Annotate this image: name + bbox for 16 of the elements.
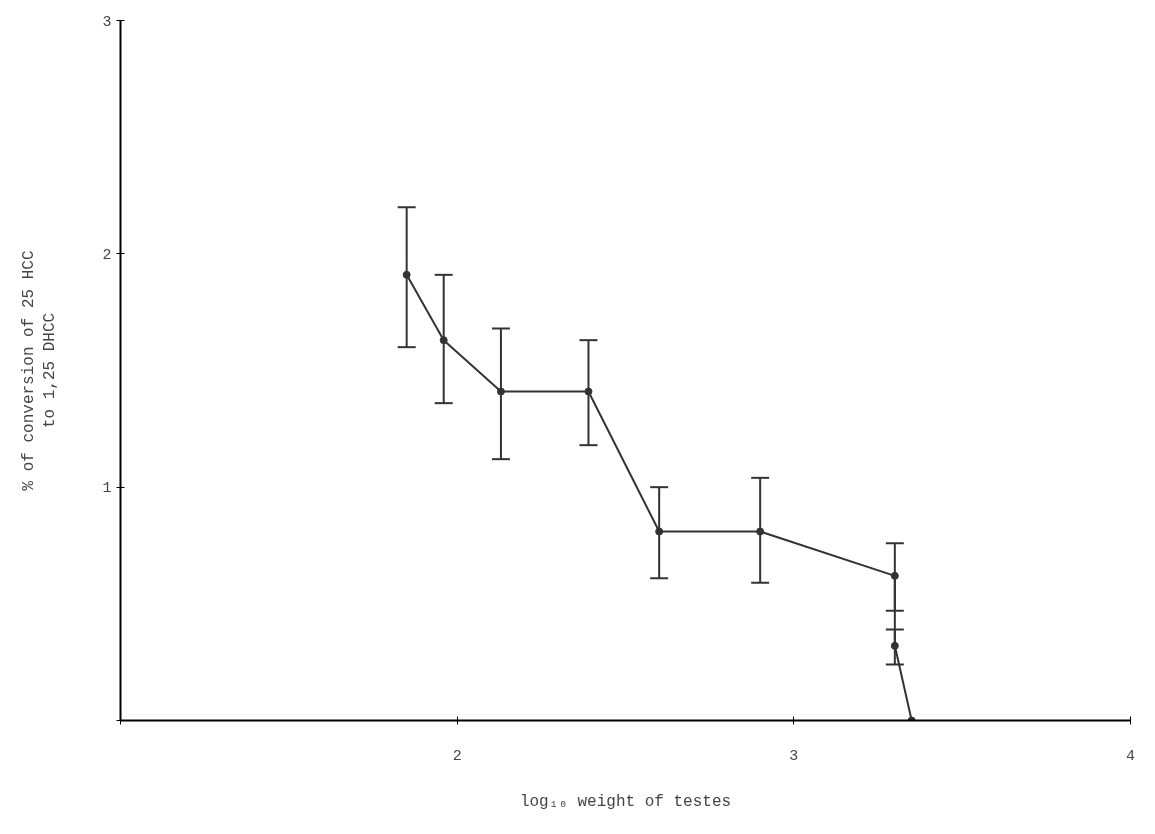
point: [584, 387, 593, 396]
point: [890, 571, 899, 580]
point: [402, 270, 411, 279]
point: [439, 336, 448, 345]
y-tick-label: 2: [102, 246, 112, 264]
point: [655, 527, 664, 536]
x-tick-label: 2: [452, 747, 462, 765]
point: [756, 527, 765, 536]
point: [890, 641, 899, 650]
y-axis-title: % of conversion of 25 HCC to 1,25 DHCC: [19, 250, 60, 491]
x-tick-label: 3: [789, 747, 799, 765]
x-axis-title: log₁₀ weight of testes: [519, 792, 732, 811]
y-tick-label: 3: [102, 13, 112, 31]
point: [496, 387, 505, 396]
x-tick-label: 4: [1126, 747, 1136, 765]
y-tick-label: 1: [102, 480, 112, 498]
